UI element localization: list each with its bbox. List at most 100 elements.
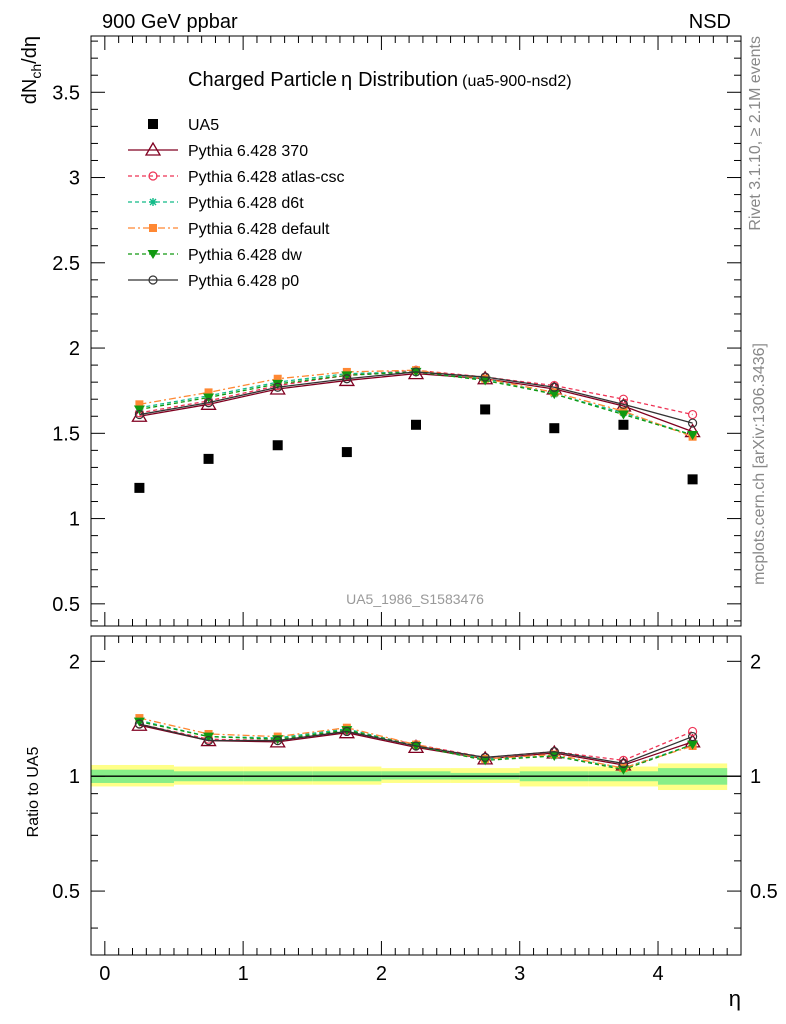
mcplots-label: mcplots.cern.ch [arXiv:1306.3436]: [751, 343, 768, 585]
ratio-y-tick-label-right: 0.5: [750, 881, 778, 903]
legend-label: Pythia 6.428 d6t: [188, 195, 304, 212]
legend-item: Pythia 6.428 dw: [128, 247, 302, 264]
legend-item: Pythia 6.428 p0: [128, 273, 299, 290]
legend-item: Pythia 6.428 370: [128, 141, 308, 160]
main-title-symbol: η: [341, 69, 352, 91]
data-point: [480, 372, 490, 382]
data-point: [203, 453, 214, 464]
legend-label: UA5: [188, 117, 219, 134]
header-right: NSD: [689, 11, 731, 33]
ratio-plot-area: 0.5 0.5 1 1 2 2 0 1 2 3 4: [52, 635, 778, 985]
main-y-tick-label: 3.5: [52, 82, 80, 104]
x-tick-label: 3: [514, 963, 525, 985]
header-left: 900 GeV ppbar: [102, 11, 238, 33]
ratio-data-point: [549, 746, 559, 757]
data-point: [134, 482, 145, 493]
data-point: [480, 404, 491, 415]
main-ylabel: dNch/dη: [19, 36, 44, 104]
legend-marker: [148, 119, 158, 129]
legend-marker: [147, 250, 159, 259]
main-ylabel-tail: /dη: [19, 36, 41, 64]
data-point: [341, 447, 352, 458]
ratio-y-tick-label: 1: [69, 766, 80, 788]
ratio-data-point: [411, 741, 421, 751]
series-line: [139, 371, 693, 436]
data-point: [687, 431, 699, 441]
data-point: [687, 418, 698, 428]
data-point: [341, 371, 353, 381]
data-point: [272, 440, 283, 451]
data-point: [549, 423, 560, 434]
series-line: [139, 371, 693, 436]
main-y-tick-label: 1: [69, 509, 80, 531]
legend-marker: [148, 171, 158, 181]
main-y-tick-label: 3: [69, 168, 80, 190]
main-panel: dNch/dη Charged Particle η Distribution (ua…: [19, 35, 742, 627]
data-point: [618, 399, 629, 409]
ratio-frame: [90, 635, 742, 956]
legend-label: Pythia 6.428 default: [188, 221, 330, 238]
ratio-series-5: [134, 719, 698, 769]
ratio-data-point: [133, 717, 145, 727]
main-ylabel-sub: ch: [28, 64, 44, 79]
data-point: [203, 398, 214, 408]
main-y-tick-label: 2.5: [52, 253, 80, 275]
ratio-data-point: [273, 735, 283, 746]
legend-marker: [148, 275, 158, 285]
legend-marker: [149, 198, 157, 206]
ratio-y-tick-label-right: 2: [750, 651, 761, 673]
series-5: [133, 367, 699, 441]
data-point: [411, 367, 421, 377]
ratio-panel: Ratio to UA5 η 0.5 0.5 1 1 2 2 0 1 2 3 4: [25, 635, 778, 1011]
main-plot-area: 0.5 1 1.5 2 2.5 3 3.5: [52, 35, 742, 627]
x-tick-label: 1: [238, 963, 249, 985]
x-tick-label: 2: [376, 963, 387, 985]
legend-item: Pythia 6.428 default: [128, 221, 330, 238]
data-point: [272, 379, 284, 389]
ratio-y-tick-label: 2: [69, 651, 80, 673]
ratio-ylabel: Ratio to UA5: [25, 747, 42, 838]
ratio-data-point: [687, 731, 698, 742]
ratio-data-point: [480, 752, 490, 763]
data-point: [133, 405, 145, 415]
uncertainty-band-green: [381, 771, 451, 780]
ratio-data-point: [687, 726, 698, 737]
ratio-data-point: [618, 758, 629, 769]
watermark: UA5_1986_S1583476: [346, 591, 484, 607]
data-point: [342, 374, 352, 384]
legend-item: Pythia 6.428 d6t: [128, 195, 304, 212]
ratio-data-point: [687, 740, 699, 750]
legend-item: Pythia 6.428 atlas-csc: [128, 169, 345, 186]
data-point: [618, 394, 629, 404]
ratio-data-point: [203, 735, 214, 746]
rivet-label: Rivet 3.1.10, ≥ 2.1M events: [747, 36, 764, 231]
data-point: [273, 374, 282, 383]
legend-label: Pythia 6.428 atlas-csc: [188, 169, 345, 186]
legend-marker: [149, 224, 157, 232]
main-title-text: Charged Particle: [188, 69, 337, 91]
legend-marker: [144, 141, 162, 156]
main-title-tag: (ua5-900-nsd2): [462, 73, 571, 90]
data-point: [273, 382, 283, 392]
data-point: [687, 474, 698, 485]
main-title-rest: Distribution: [358, 69, 458, 91]
data-point: [411, 419, 421, 430]
legend: UA5 Pythia 6.428 370 Pythia 6.428 atlas-cs…: [128, 117, 345, 290]
legend-label: Pythia 6.428 dw: [188, 247, 302, 264]
ratio-data-point: [134, 719, 145, 729]
ratio-y-tick-label-right: 1: [750, 766, 761, 788]
main-ylabel-main: dN: [19, 79, 41, 105]
main-title: Charged Particle η Distribution (ua5-900-ns…: [188, 69, 572, 91]
data-point: [135, 400, 144, 409]
data-point: [203, 393, 215, 403]
main-y-tick-label: 0.5: [52, 594, 80, 616]
ratio-data-point: [342, 726, 352, 737]
data-point: [549, 382, 559, 392]
main-y-tick-label: 1.5: [52, 423, 80, 445]
legend-label: Pythia 6.428 p0: [188, 273, 299, 290]
x-axis-label: η: [729, 986, 741, 1011]
series-line: [139, 371, 693, 424]
ratio-series-line: [139, 723, 693, 765]
series-0: [134, 404, 698, 493]
